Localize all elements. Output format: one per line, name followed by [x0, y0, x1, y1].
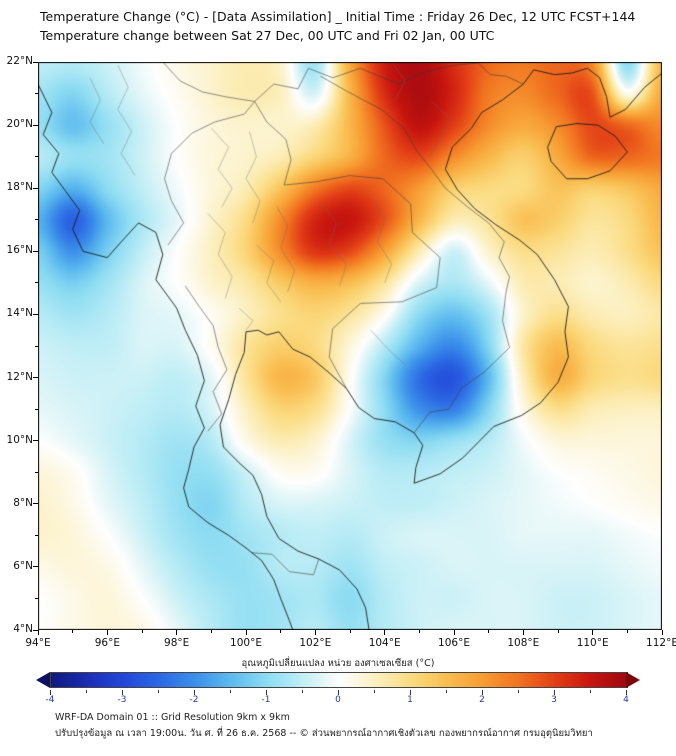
- y-tick-label: 10°N: [6, 433, 33, 446]
- colorbar-tick: [266, 690, 267, 695]
- y-tick-label: 6°N: [13, 559, 33, 572]
- axis-tick: [33, 61, 38, 63]
- page-title-line2: Temperature change between Sat 27 Dec, 0…: [40, 28, 495, 43]
- axis-tick: [35, 597, 38, 599]
- axis-tick: [33, 440, 38, 442]
- axis-tick: [522, 630, 524, 635]
- x-tick-label: 96°E: [94, 637, 120, 649]
- axis-tick: [33, 124, 38, 126]
- colorbar-tick: [518, 690, 519, 693]
- y-tick-label: 4°N: [13, 623, 33, 635]
- y-tick-label: 8°N: [13, 496, 33, 509]
- x-tick-label: 100°E: [230, 637, 262, 649]
- axis-tick: [280, 630, 282, 633]
- axis-tick: [418, 630, 420, 633]
- footer-line2: ปรับปรุงข้อมูล ณ เวลา 19:00น. วัน ศ. ที่…: [55, 728, 593, 739]
- colorbar-tick: [50, 690, 51, 695]
- x-tick-label: 110°E: [576, 637, 609, 649]
- page-title-line1: Temperature Change (°C) - [Data Assimila…: [40, 9, 636, 24]
- x-tick-label: 98°E: [164, 637, 190, 649]
- y-tick-label: 14°N: [6, 307, 33, 320]
- axis-tick: [33, 187, 38, 189]
- axis-tick: [35, 219, 38, 221]
- colorbar-left-arrow: [36, 672, 50, 688]
- axis-tick: [661, 630, 663, 635]
- colorbar-tick-label: -1: [261, 695, 271, 705]
- colorbar-tick: [482, 690, 483, 695]
- axis-tick: [33, 377, 38, 379]
- y-tick-label: 16°N: [6, 244, 33, 257]
- temperature-field-canvas: [38, 62, 662, 630]
- axis-tick: [33, 629, 38, 631]
- colorbar-tick: [374, 690, 375, 693]
- footer-line1: WRF-DA Domain 01 :: Grid Resolution 9km …: [55, 712, 290, 723]
- colorbar: -4 -3 -2 -1 0 1 2 3 4: [36, 672, 640, 712]
- axis-tick: [488, 630, 490, 633]
- axis-tick: [35, 93, 38, 95]
- axis-tick: [72, 630, 74, 633]
- colorbar-tick: [194, 690, 195, 695]
- colorbar-tick-label: 3: [551, 695, 557, 705]
- x-tick-label: 94°E: [25, 637, 51, 649]
- colorbar-right-arrow: [626, 672, 640, 688]
- axis-tick: [33, 503, 38, 505]
- colorbar-tick: [338, 690, 339, 695]
- axis-tick: [141, 630, 143, 633]
- colorbar-tick: [122, 690, 123, 695]
- axis-tick: [35, 471, 38, 473]
- colorbar-tick: [554, 690, 555, 695]
- colorbar-tick: [590, 690, 591, 693]
- colorbar-tick: [446, 690, 447, 693]
- axis-tick: [210, 630, 212, 633]
- axis-tick: [384, 630, 386, 635]
- axis-tick: [557, 630, 559, 633]
- axis-tick: [626, 630, 628, 633]
- colorbar-tick-label: -4: [45, 695, 55, 705]
- axis-tick: [37, 630, 39, 635]
- axis-tick: [35, 345, 38, 347]
- axis-tick: [314, 630, 316, 635]
- axis-tick: [176, 630, 178, 635]
- x-tick-label: 112°E: [646, 637, 676, 649]
- colorbar-tick-label: -2: [189, 695, 199, 705]
- axis-tick: [106, 630, 108, 635]
- axis-tick: [33, 566, 38, 568]
- colorbar-tick-label: -3: [117, 695, 127, 705]
- colorbar-tick-label: 2: [479, 695, 485, 705]
- colorbar-tick: [158, 690, 159, 693]
- x-tick-label: 108°E: [507, 637, 540, 649]
- colorbar-tick: [410, 690, 411, 695]
- colorbar-gradient: [50, 672, 628, 688]
- axis-tick: [33, 250, 38, 252]
- colorbar-tick: [626, 690, 627, 695]
- y-tick-label: 20°N: [6, 118, 33, 131]
- x-tick-label: 106°E: [438, 637, 470, 649]
- x-tick-label: 104°E: [368, 637, 401, 649]
- colorbar-tick-label: 0: [335, 695, 341, 705]
- axis-tick: [33, 313, 38, 315]
- colorbar-label: อุณหภูมิเปลี่ยนแปลง หน่วย องศาเซลเซียส (…: [241, 658, 435, 669]
- axis-tick: [245, 630, 247, 635]
- axis-tick: [35, 534, 38, 536]
- colorbar-tick: [230, 690, 231, 693]
- y-tick-label: 12°N: [6, 370, 33, 383]
- colorbar-tick-label: 1: [407, 695, 413, 705]
- colorbar-tick-label: 4: [623, 695, 629, 705]
- axis-tick: [35, 156, 38, 158]
- x-tick-label: 102°E: [299, 637, 332, 649]
- colorbar-tick: [302, 690, 303, 693]
- y-tick-label: 22°N: [6, 55, 33, 67]
- axis-tick: [35, 282, 38, 284]
- colorbar-tick: [86, 690, 87, 693]
- y-tick-label: 18°N: [6, 181, 33, 194]
- axis-tick: [349, 630, 351, 633]
- axis-tick: [592, 630, 594, 635]
- axis-tick: [453, 630, 455, 635]
- axis-tick: [35, 408, 38, 410]
